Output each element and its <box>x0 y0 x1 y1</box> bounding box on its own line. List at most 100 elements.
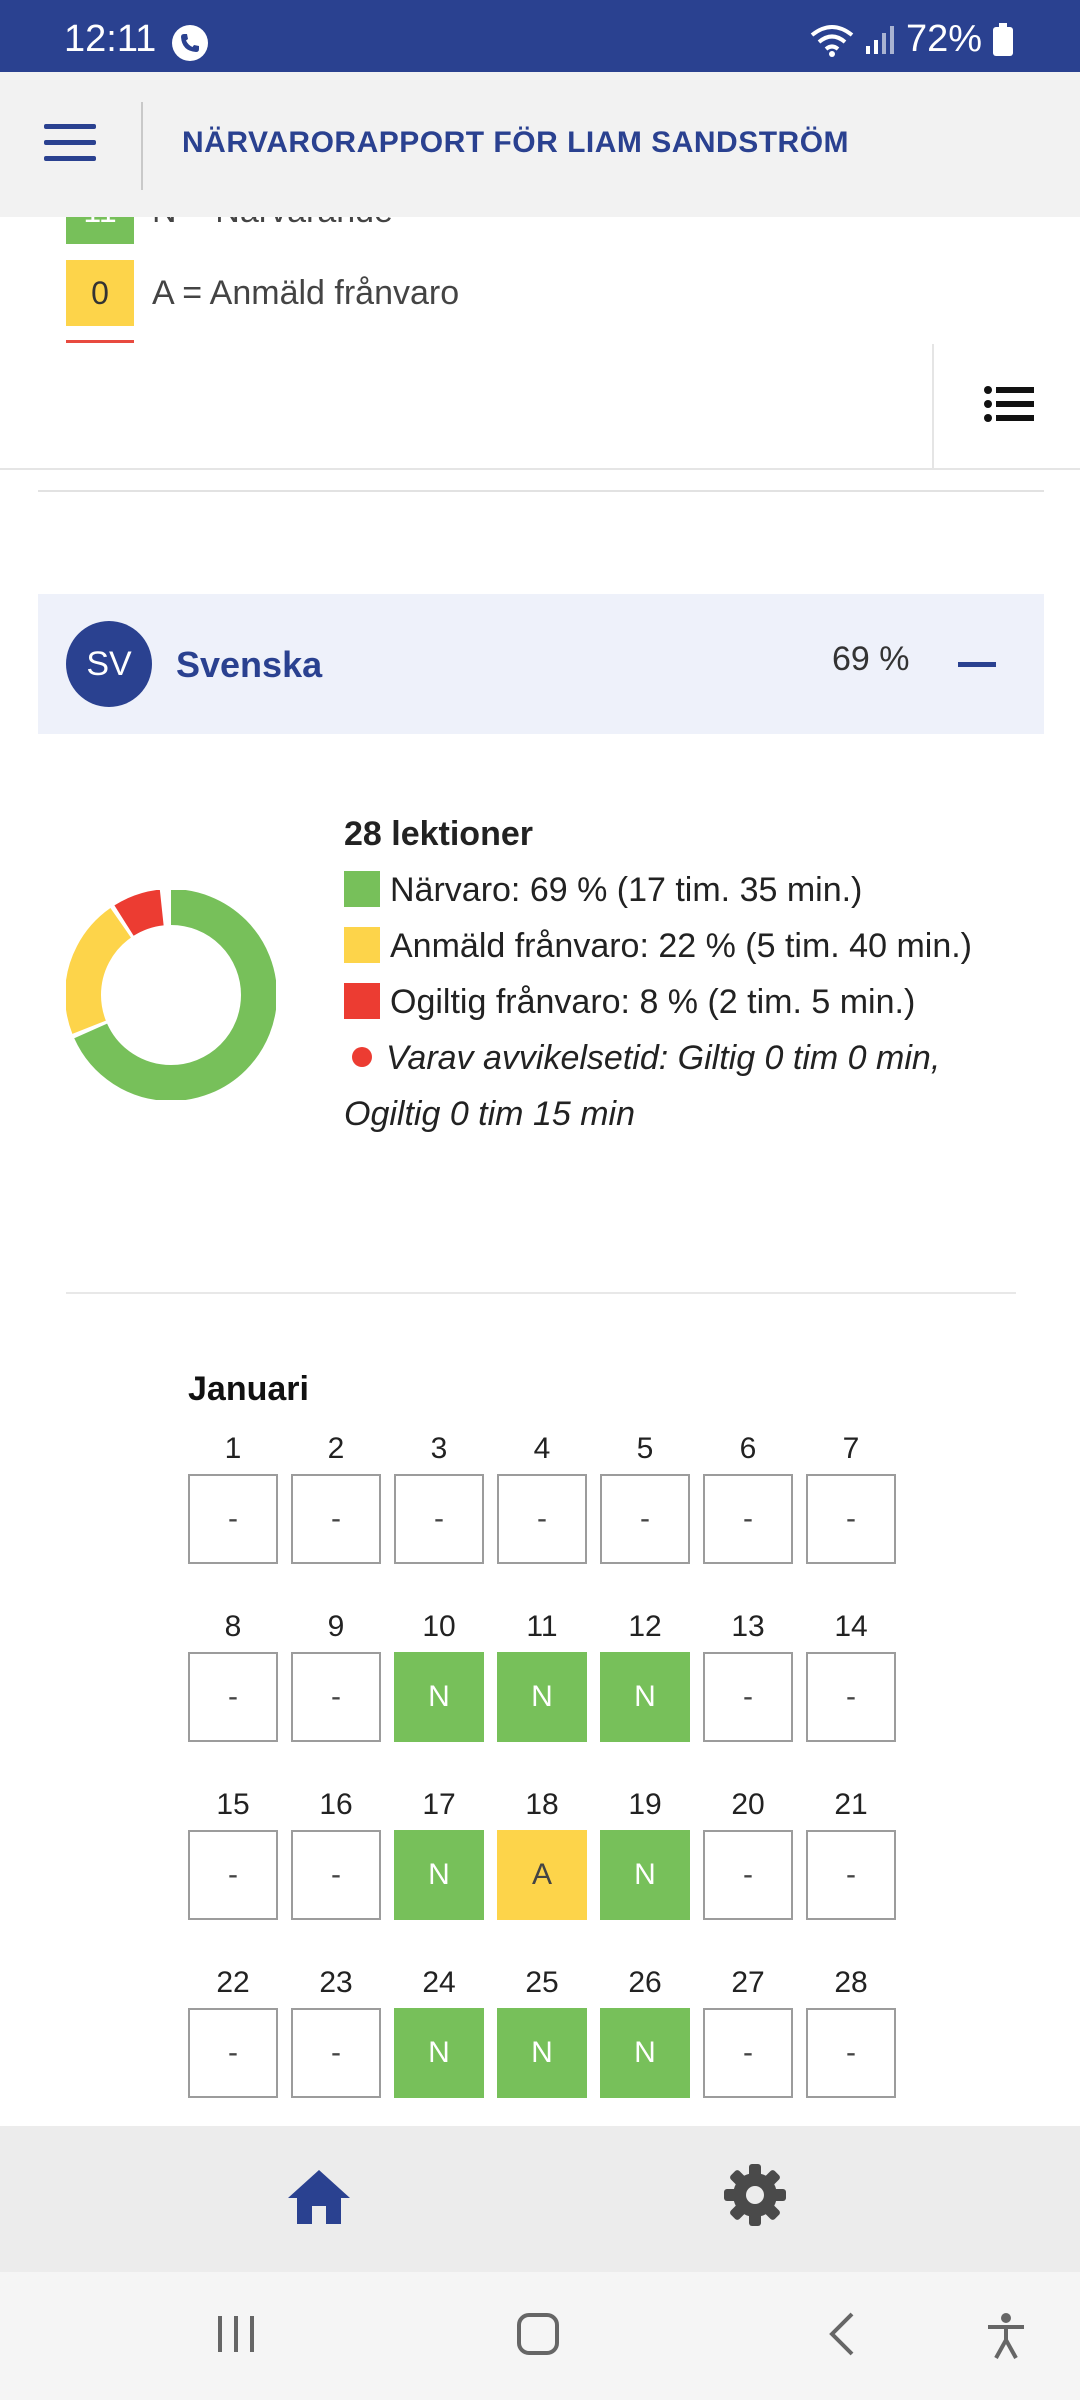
calendar-day: 6- <box>703 1432 793 1564</box>
stat-attendance: Närvaro: 69 % (17 tim. 35 min.) <box>344 862 1024 918</box>
calendar-day: 27 - <box>703 1966 793 2098</box>
calendar-day: 12 N <box>600 1610 690 1742</box>
stat-invalid-absence: Ogiltig frånvaro: 8 % (2 tim. 5 min.) <box>344 974 1024 1030</box>
day-status[interactable]: - <box>703 2008 793 2098</box>
day-number: 2 <box>327 1432 345 1465</box>
calendar-day: 2- <box>291 1432 381 1564</box>
day-number: 23 <box>319 1966 353 1999</box>
day-status[interactable]: N <box>394 1652 484 1742</box>
status-bar: 12:11 72% <box>0 0 1080 72</box>
home-icon[interactable] <box>286 2168 352 2226</box>
donut-segment <box>66 890 276 1100</box>
day-number: 17 <box>422 1788 456 1821</box>
gear-icon[interactable] <box>722 2162 788 2228</box>
home-button-icon[interactable] <box>516 2312 560 2356</box>
lessons-count: 28 lektioner <box>344 815 533 853</box>
day-number: 13 <box>731 1610 765 1643</box>
collapse-icon[interactable] <box>958 662 996 667</box>
calendar-day: 16 - <box>291 1788 381 1920</box>
calendar-day: 28 - <box>806 1966 896 2098</box>
list-view-button[interactable] <box>932 344 1080 468</box>
calendar-day: 24 N <box>394 1966 484 2098</box>
day-status[interactable]: A <box>497 1830 587 1920</box>
day-status[interactable]: - <box>394 1474 484 1564</box>
day-number: 25 <box>525 1966 559 1999</box>
day-status[interactable]: N <box>497 2008 587 2098</box>
day-number: 10 <box>422 1610 456 1643</box>
stat-attendance-text: Närvaro: 69 % (17 tim. 35 min.) <box>390 871 863 909</box>
day-status[interactable]: - <box>600 1474 690 1564</box>
attendance-donut-chart <box>66 890 276 1100</box>
attendance-stats: 28 lektioner Närvaro: 69 % (17 tim. 35 m… <box>344 806 1024 1142</box>
day-number: 9 <box>327 1610 345 1643</box>
calendar-day: 5- <box>600 1432 690 1564</box>
day-status[interactable]: N <box>600 2008 690 2098</box>
accessibility-icon[interactable] <box>986 2312 1026 2360</box>
day-status[interactable]: N <box>497 1652 587 1742</box>
calendar-day: 9- <box>291 1610 381 1742</box>
calendar-day: 3- <box>394 1432 484 1564</box>
day-number: 6 <box>739 1432 757 1465</box>
hamburger-menu-icon[interactable] <box>44 124 96 164</box>
day-number: 12 <box>628 1610 662 1643</box>
system-nav-bar <box>0 2272 1080 2400</box>
day-status[interactable]: - <box>703 1474 793 1564</box>
day-status[interactable]: - <box>291 2008 381 2098</box>
calendar-day: 4- <box>497 1432 587 1564</box>
day-status[interactable]: - <box>188 2008 278 2098</box>
stat-reported-absence-text: Anmäld frånvaro: 22 % (5 tim. 40 min.) <box>390 927 973 965</box>
day-number: 28 <box>834 1966 868 1999</box>
day-number: 11 <box>526 1610 558 1643</box>
day-status[interactable]: - <box>703 1830 793 1920</box>
day-status[interactable]: - <box>703 1652 793 1742</box>
day-number: 8 <box>224 1610 242 1643</box>
day-status[interactable]: - <box>291 1830 381 1920</box>
signal-icon <box>865 25 894 54</box>
day-number: 5 <box>636 1432 654 1465</box>
day-number: 16 <box>319 1788 353 1821</box>
day-status[interactable]: - <box>188 1652 278 1742</box>
day-status[interactable]: - <box>188 1830 278 1920</box>
recent-apps-icon[interactable] <box>214 2312 258 2356</box>
calendar-day: 21 - <box>806 1788 896 1920</box>
subject-card[interactable]: SV Svenska 69 % <box>38 594 1044 734</box>
subject-percent: 69 % <box>832 640 910 678</box>
day-status[interactable]: - <box>806 1474 896 1564</box>
attendance-swatch <box>344 871 380 907</box>
day-status[interactable]: - <box>806 1830 896 1920</box>
day-status[interactable]: N <box>394 2008 484 2098</box>
day-status[interactable]: - <box>188 1474 278 1564</box>
calendar-week: 1-2-3-4-5-6-7- <box>188 1432 896 1564</box>
battery-percent: 72% <box>905 18 982 60</box>
status-right: 72% <box>810 18 1014 61</box>
day-status[interactable]: N <box>394 1830 484 1920</box>
day-number: 14 <box>834 1610 868 1643</box>
toolbar-row <box>0 344 1080 470</box>
reported-absence-swatch <box>344 927 380 963</box>
day-number: 21 <box>834 1788 868 1821</box>
calendar-day: 13 - <box>703 1610 793 1742</box>
calendar-day: 20 - <box>703 1788 793 1920</box>
back-icon[interactable] <box>824 2312 860 2356</box>
day-number: 1 <box>224 1432 242 1465</box>
day-status[interactable]: - <box>806 1652 896 1742</box>
day-number: 7 <box>842 1432 860 1465</box>
day-status[interactable]: - <box>806 2008 896 2098</box>
day-status[interactable]: - <box>291 1652 381 1742</box>
calendar-day: 1- <box>188 1432 278 1564</box>
day-status[interactable]: - <box>291 1474 381 1564</box>
calendar-week: 15 - 16 - 17 N 18 A 19 N 20 - 21 - <box>188 1788 896 1920</box>
day-status[interactable]: N <box>600 1652 690 1742</box>
wifi-icon <box>810 24 854 57</box>
status-time: 12:11 <box>64 18 157 60</box>
stat-reported-absence: Anmäld frånvaro: 22 % (5 tim. 40 min.) <box>344 918 1024 974</box>
legend-underline <box>66 340 134 343</box>
invalid-absence-swatch <box>344 983 380 1019</box>
header-divider <box>141 102 143 190</box>
day-number: 24 <box>422 1966 456 1999</box>
day-number: 26 <box>628 1966 662 1999</box>
day-status[interactable]: - <box>497 1474 587 1564</box>
day-number: 20 <box>731 1788 765 1821</box>
day-status[interactable]: N <box>600 1830 690 1920</box>
subject-avatar: SV <box>66 621 152 707</box>
